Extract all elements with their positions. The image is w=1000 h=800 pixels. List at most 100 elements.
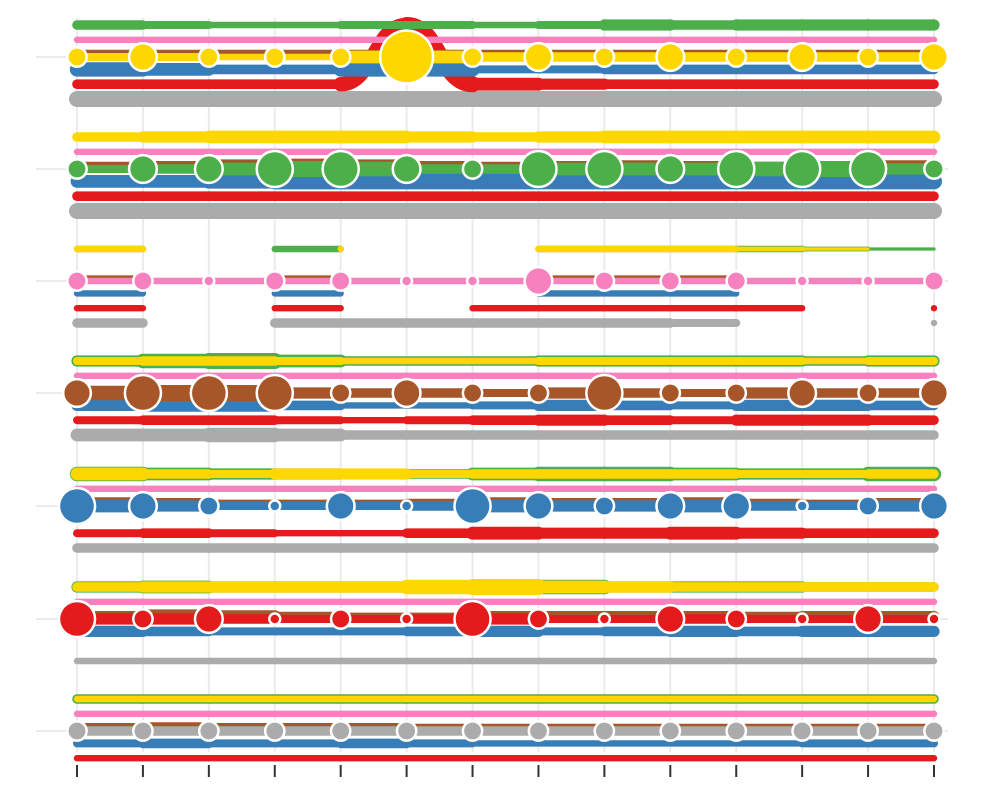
focus-marker-green: [68, 160, 86, 178]
focus-marker-red: [402, 614, 411, 624]
focus-marker-blue: [921, 493, 947, 519]
focus-marker-yellow: [789, 44, 815, 70]
panel-red: [57, 578, 941, 665]
focus-marker-green: [257, 152, 292, 186]
focus-marker-gray: [266, 722, 284, 740]
focus-marker-blue: [200, 497, 218, 515]
focus-marker-pink: [863, 276, 873, 286]
focus-marker-yellow: [657, 44, 683, 70]
focus-marker-brown: [394, 380, 420, 406]
series-point-gray: [930, 319, 938, 327]
focus-marker-gray: [464, 722, 481, 740]
series-point-yellow: [337, 245, 344, 253]
focus-marker-green: [851, 152, 885, 186]
focus-marker-red: [929, 614, 939, 624]
focus-marker-red: [134, 610, 152, 628]
focus-marker-blue: [859, 497, 877, 515]
focus-marker-yellow: [525, 44, 552, 70]
focus-marker-red: [855, 606, 881, 632]
focus-marker-green: [464, 160, 481, 178]
focus-marker-brown: [464, 384, 481, 402]
focus-marker-blue: [328, 493, 354, 519]
focus-marker-brown: [257, 376, 292, 410]
focus-marker-brown: [859, 384, 877, 402]
focus-marker-pink: [204, 276, 214, 286]
focus-marker-green: [925, 160, 943, 178]
focus-marker-blue: [595, 497, 613, 515]
focus-marker-yellow: [921, 44, 947, 70]
focus-marker-green: [196, 156, 222, 182]
focus-marker-green: [394, 156, 420, 182]
focus-marker-pink: [727, 272, 745, 290]
focus-marker-green: [657, 156, 683, 182]
focus-marker-green: [521, 152, 556, 186]
focus-marker-blue: [270, 501, 279, 511]
focus-marker-gray: [727, 722, 745, 740]
focus-marker-blue: [723, 493, 749, 519]
focus-marker-yellow: [130, 44, 156, 70]
focus-marker-blue: [657, 493, 683, 519]
focus-marker-brown: [530, 384, 547, 402]
panel-blue: [57, 466, 950, 553]
focus-marker-green: [719, 152, 754, 186]
focus-marker-blue: [525, 493, 552, 519]
focus-marker-pink: [468, 276, 477, 286]
focus-marker-green: [587, 152, 622, 186]
focus-marker-pink: [925, 272, 943, 290]
focus-marker-yellow: [727, 48, 745, 66]
panel-yellow: [66, 17, 950, 108]
focus-marker-gray: [68, 722, 86, 740]
panel-pink: [66, 245, 945, 328]
focus-marker-yellow: [464, 48, 481, 66]
focus-marker-gray: [859, 722, 877, 740]
focus-marker-pink: [134, 272, 152, 290]
focus-marker-red: [530, 610, 547, 628]
focus-marker-yellow: [595, 48, 613, 66]
focus-marker-brown: [921, 380, 947, 406]
focus-marker-brown: [64, 380, 90, 406]
panel-brown: [61, 352, 950, 443]
x-axis: [76, 765, 935, 777]
focus-marker-red: [657, 606, 683, 632]
focus-marker-pink: [402, 276, 411, 286]
focus-marker-blue: [402, 501, 411, 511]
focus-marker-gray: [134, 722, 152, 740]
focus-marker-red: [455, 602, 490, 636]
focus-marker-pink: [797, 276, 807, 286]
focus-marker-pink: [661, 272, 679, 290]
focus-marker-gray: [793, 722, 811, 740]
focus-marker-pink: [332, 272, 350, 290]
focus-marker-yellow: [68, 48, 86, 66]
focus-marker-yellow: [200, 48, 218, 66]
focus-marker-red: [600, 614, 609, 624]
focus-marker-blue: [60, 489, 94, 523]
focus-marker-gray: [398, 722, 416, 740]
focus-marker-red: [270, 614, 279, 624]
focus-marker-brown: [661, 384, 679, 402]
focus-marker-blue: [797, 501, 807, 511]
focus-marker-green: [785, 152, 819, 186]
panel-gray: [66, 694, 945, 762]
focus-marker-brown: [192, 376, 226, 410]
focus-marker-red: [60, 602, 94, 636]
focus-marker-red: [797, 614, 807, 624]
focus-marker-gray: [530, 722, 547, 740]
panel-green: [66, 130, 945, 220]
focus-marker-pink: [525, 268, 552, 294]
focus-marker-yellow: [381, 31, 432, 83]
focus-marker-red: [196, 606, 222, 632]
focus-marker-brown: [789, 380, 815, 406]
focus-marker-red: [727, 610, 745, 628]
focus-marker-yellow: [332, 48, 350, 66]
focus-marker-red: [332, 610, 350, 628]
focus-marker-gray: [595, 722, 613, 740]
focus-marker-brown: [727, 384, 745, 402]
focus-marker-pink: [68, 272, 86, 290]
focus-marker-blue: [130, 493, 156, 519]
focus-marker-pink: [595, 272, 613, 290]
series-point-red: [930, 305, 938, 312]
chart-panels: [57, 17, 950, 762]
focus-marker-yellow: [266, 48, 284, 66]
